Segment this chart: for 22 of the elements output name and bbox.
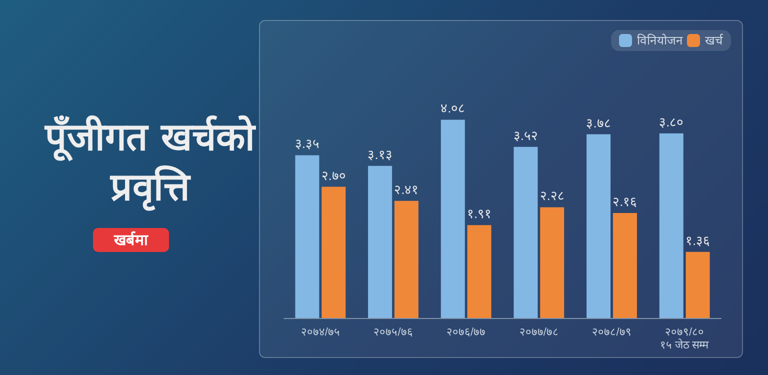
x-tick-label: २०७४/७५ xyxy=(300,326,340,338)
x-tick-label: २०७५/७६ xyxy=(374,326,413,338)
data-label: २.४१ xyxy=(394,182,419,197)
text: पूँजीगत खर्चको प्रवृत्ति xyxy=(43,114,257,212)
data-label: १.३६ xyxy=(685,232,710,248)
data-label: १.९१ xyxy=(466,206,492,222)
text: खर्बमा xyxy=(93,228,169,252)
x-tick-label: २०७८/७९ xyxy=(592,326,632,338)
data-label: ३.७८ xyxy=(586,115,611,130)
legend-label: विनियोजन xyxy=(637,34,683,48)
data-label: ३.८० xyxy=(659,114,684,130)
data-label: ३.५२ xyxy=(513,128,538,143)
data-label: २.७० xyxy=(321,168,346,183)
data-label: २.२८ xyxy=(540,188,564,204)
legend-label: खर्च xyxy=(705,34,724,48)
x-tick-label: २०७९/८० १५ जेठ सम्म xyxy=(660,326,710,352)
data-label: २.१६ xyxy=(612,194,638,210)
x-tick-label: २०७७/७८ xyxy=(519,326,558,338)
x-tick-label: २०७६/७७ xyxy=(446,326,486,338)
data-label: ३.१३ xyxy=(368,146,392,162)
data-label: ४.०८ xyxy=(440,100,466,116)
data-label: ३.३५ xyxy=(294,136,320,152)
